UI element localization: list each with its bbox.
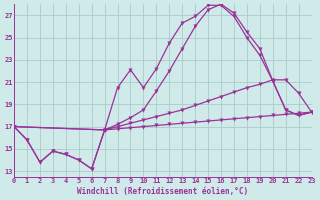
X-axis label: Windchill (Refroidissement éolien,°C): Windchill (Refroidissement éolien,°C) [77,187,248,196]
